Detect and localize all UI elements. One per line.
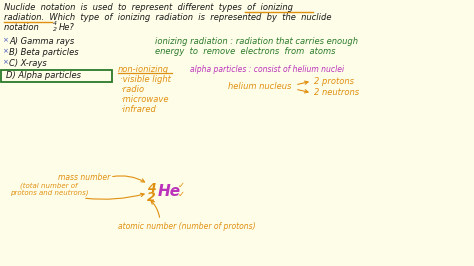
Text: ✓: ✓ <box>178 181 185 190</box>
Text: He?: He? <box>59 23 75 32</box>
Text: 2 protons: 2 protons <box>314 77 354 86</box>
Text: ×: × <box>2 48 8 54</box>
Text: 2: 2 <box>147 191 156 204</box>
Text: D) Alpha particles: D) Alpha particles <box>6 70 81 80</box>
Text: ×: × <box>2 37 8 43</box>
FancyBboxPatch shape <box>1 69 112 81</box>
Text: 2: 2 <box>53 27 57 32</box>
Text: notation: notation <box>4 23 44 32</box>
Text: radiation.  Which  type  of  ionizing  radiation  is  represented  by  the  nucl: radiation. Which type of ionizing radiat… <box>4 13 331 22</box>
Text: 4: 4 <box>53 21 57 26</box>
Text: 2 neutrons: 2 neutrons <box>314 88 359 97</box>
Text: non-ionizing: non-ionizing <box>118 65 169 74</box>
Text: B) Beta particles: B) Beta particles <box>9 48 79 57</box>
Text: mass number: mass number <box>58 173 110 182</box>
Text: (total number of
protons and neutrons): (total number of protons and neutrons) <box>10 182 89 196</box>
Text: He: He <box>158 184 181 199</box>
Text: alpha particles : consist of helium nuclei: alpha particles : consist of helium nucl… <box>190 65 344 74</box>
Text: helium nucleus: helium nucleus <box>228 82 292 91</box>
Text: ·radio: ·radio <box>120 85 144 94</box>
Text: 4: 4 <box>147 182 156 195</box>
Text: energy  to  remove  electrons  from  atoms: energy to remove electrons from atoms <box>155 47 336 56</box>
Text: ·visible light: ·visible light <box>120 75 171 84</box>
Text: A) Gamma rays: A) Gamma rays <box>9 37 74 46</box>
Text: ✓: ✓ <box>178 190 185 199</box>
Text: ionizing radiation : radiation that carries enough: ionizing radiation : radiation that carr… <box>155 37 358 46</box>
Text: ·microwave: ·microwave <box>120 95 168 104</box>
Text: atomic number (number of protons): atomic number (number of protons) <box>118 222 255 231</box>
Text: C) X-rays: C) X-rays <box>9 59 47 68</box>
Text: ·infrared: ·infrared <box>120 105 156 114</box>
Text: Nuclide  notation  is  used  to  represent  different  types  of  ionizing: Nuclide notation is used to represent di… <box>4 3 293 12</box>
Text: ×: × <box>2 59 8 65</box>
